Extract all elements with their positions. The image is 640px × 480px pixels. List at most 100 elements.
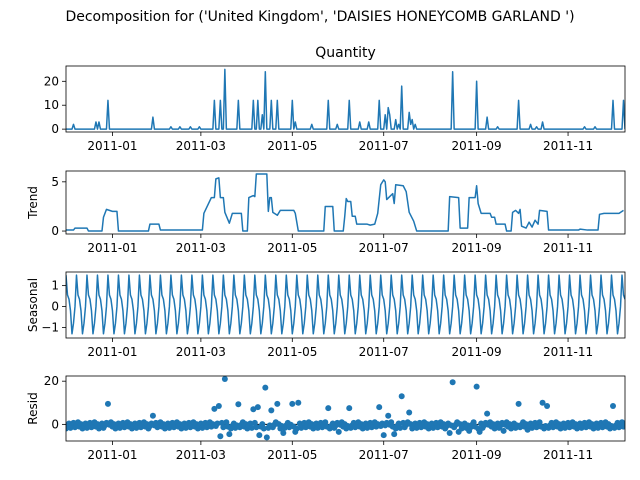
series-line-trend bbox=[66, 173, 624, 232]
y-tick-label-quantity: 20 bbox=[44, 74, 59, 88]
y-tick-label-seasonal: 1 bbox=[51, 279, 59, 293]
axes-frame-trend bbox=[65, 170, 626, 235]
y-tick-label-trend: 0 bbox=[51, 224, 59, 238]
resid-point bbox=[335, 428, 342, 435]
resid-point bbox=[539, 399, 546, 406]
resid-point bbox=[500, 427, 507, 434]
panel-quantity: 0 10 20 2011-01 2011-03 2011-05 2011-07 2011-09… bbox=[44, 45, 626, 153]
x-tick-label-trend: 2011-09 bbox=[452, 241, 502, 255]
resid-point bbox=[214, 420, 221, 427]
y-axis-label-seasonal: Seasonal bbox=[26, 278, 40, 332]
x-tick-label-resid: 2011-05 bbox=[267, 448, 317, 462]
resid-point bbox=[274, 400, 281, 407]
x-tick-label-trend: 2011-07 bbox=[359, 241, 409, 255]
resid-point bbox=[217, 433, 224, 440]
x-tick-label-quantity: 2011-03 bbox=[176, 139, 226, 153]
y-axis-label-trend: Trend bbox=[26, 186, 40, 220]
resid-point bbox=[473, 383, 480, 390]
figure-suptitle: Decomposition for ('United Kingdom', 'DA… bbox=[65, 9, 574, 25]
panel-title-quantity: Quantity bbox=[315, 45, 376, 61]
series-line-quantity bbox=[66, 68, 625, 130]
x-tick-label-quantity: 2011-09 bbox=[452, 139, 502, 153]
resid-point bbox=[263, 434, 270, 441]
x-tick-label-resid: 2011-09 bbox=[452, 448, 502, 462]
x-tick-label-trend: 2011-11 bbox=[543, 241, 593, 255]
x-tick-label-trend: 2011-03 bbox=[176, 241, 226, 255]
resid-point bbox=[293, 425, 300, 432]
resid-point bbox=[220, 424, 227, 431]
resid-point bbox=[104, 400, 111, 407]
resid-point bbox=[149, 412, 156, 419]
resid-point bbox=[289, 400, 296, 407]
x-tick-label-seasonal: 2011-05 bbox=[267, 345, 317, 359]
resid-point bbox=[221, 376, 228, 383]
x-tick-label-trend: 2011-01 bbox=[87, 241, 137, 255]
y-tick-label-quantity: 10 bbox=[44, 98, 59, 112]
y-tick-label-resid: 20 bbox=[44, 374, 59, 388]
x-tick-label-quantity: 2011-07 bbox=[359, 139, 409, 153]
resid-point bbox=[449, 379, 456, 386]
x-tick-label-seasonal: 2011-07 bbox=[359, 345, 409, 359]
x-tick-label-quantity: 2011-01 bbox=[87, 139, 137, 153]
resid-point bbox=[254, 404, 261, 411]
resid-point bbox=[622, 421, 625, 428]
resid-point bbox=[376, 404, 383, 411]
resid-point bbox=[215, 403, 222, 410]
axes-frame-resid bbox=[65, 375, 626, 442]
resid-point bbox=[262, 384, 269, 391]
resid-point bbox=[250, 406, 257, 413]
resid-point bbox=[256, 432, 263, 439]
x-tick-label-seasonal: 2011-01 bbox=[87, 345, 137, 359]
x-tick-label-resid: 2011-01 bbox=[87, 448, 137, 462]
resid-point bbox=[385, 412, 392, 419]
series-line-seasonal bbox=[66, 274, 625, 335]
x-tick-label-resid: 2011-07 bbox=[359, 448, 409, 462]
resid-point bbox=[380, 432, 387, 439]
resid-point bbox=[295, 399, 302, 406]
resid-point bbox=[391, 431, 398, 438]
resid-point bbox=[248, 424, 255, 431]
resid-point bbox=[610, 403, 617, 410]
resid-point bbox=[446, 430, 453, 437]
resid-point bbox=[484, 410, 491, 417]
resid-point bbox=[268, 407, 275, 414]
plot-area-quantity bbox=[66, 68, 625, 130]
axes-frame-quantity bbox=[65, 65, 626, 133]
resid-point bbox=[544, 403, 551, 410]
x-tick-label-resid: 2011-11 bbox=[543, 448, 593, 462]
plot-area-trend bbox=[66, 173, 624, 232]
axes-frame-seasonal bbox=[65, 271, 626, 339]
x-tick-label-seasonal: 2011-09 bbox=[452, 345, 502, 359]
resid-point bbox=[260, 425, 267, 432]
panel-seasonal: −1 0 1 2011-01 2011-03 2011-05 2011-07 2011-09 2… bbox=[26, 271, 626, 359]
y-tick-label-resid: 0 bbox=[51, 417, 59, 431]
resid-point bbox=[253, 424, 260, 431]
x-tick-label-seasonal: 2011-11 bbox=[543, 345, 593, 359]
plot-area-resid bbox=[66, 376, 625, 441]
resid-point bbox=[280, 430, 287, 437]
panel-trend: 0 5 2011-01 2011-03 2011-05 2011-07 2011-09 201… bbox=[26, 170, 626, 255]
x-tick-label-quantity: 2011-11 bbox=[543, 139, 593, 153]
x-tick-label-seasonal: 2011-03 bbox=[176, 345, 226, 359]
resid-point bbox=[226, 431, 233, 438]
panel-resid: 0 20 2011-01 2011-03 2011-05 2011-07 2011-09 20… bbox=[26, 374, 626, 462]
resid-point bbox=[397, 424, 404, 431]
x-tick-label-trend: 2011-05 bbox=[267, 241, 317, 255]
resid-point bbox=[211, 405, 218, 412]
resid-point bbox=[515, 400, 522, 407]
y-tick-label-seasonal: −1 bbox=[41, 321, 59, 335]
x-tick-label-resid: 2011-03 bbox=[176, 448, 226, 462]
resid-point bbox=[346, 405, 353, 412]
resid-point bbox=[325, 405, 332, 412]
resid-point bbox=[406, 409, 413, 416]
plot-area-seasonal bbox=[66, 274, 625, 335]
y-tick-label-quantity: 0 bbox=[51, 122, 59, 136]
x-tick-label-quantity: 2011-05 bbox=[267, 139, 317, 153]
resid-point bbox=[398, 393, 405, 400]
resid-point bbox=[235, 401, 242, 408]
y-tick-label-seasonal: 0 bbox=[51, 300, 59, 314]
y-tick-label-trend: 5 bbox=[51, 175, 59, 189]
y-axis-label-resid: Resid bbox=[26, 392, 40, 424]
